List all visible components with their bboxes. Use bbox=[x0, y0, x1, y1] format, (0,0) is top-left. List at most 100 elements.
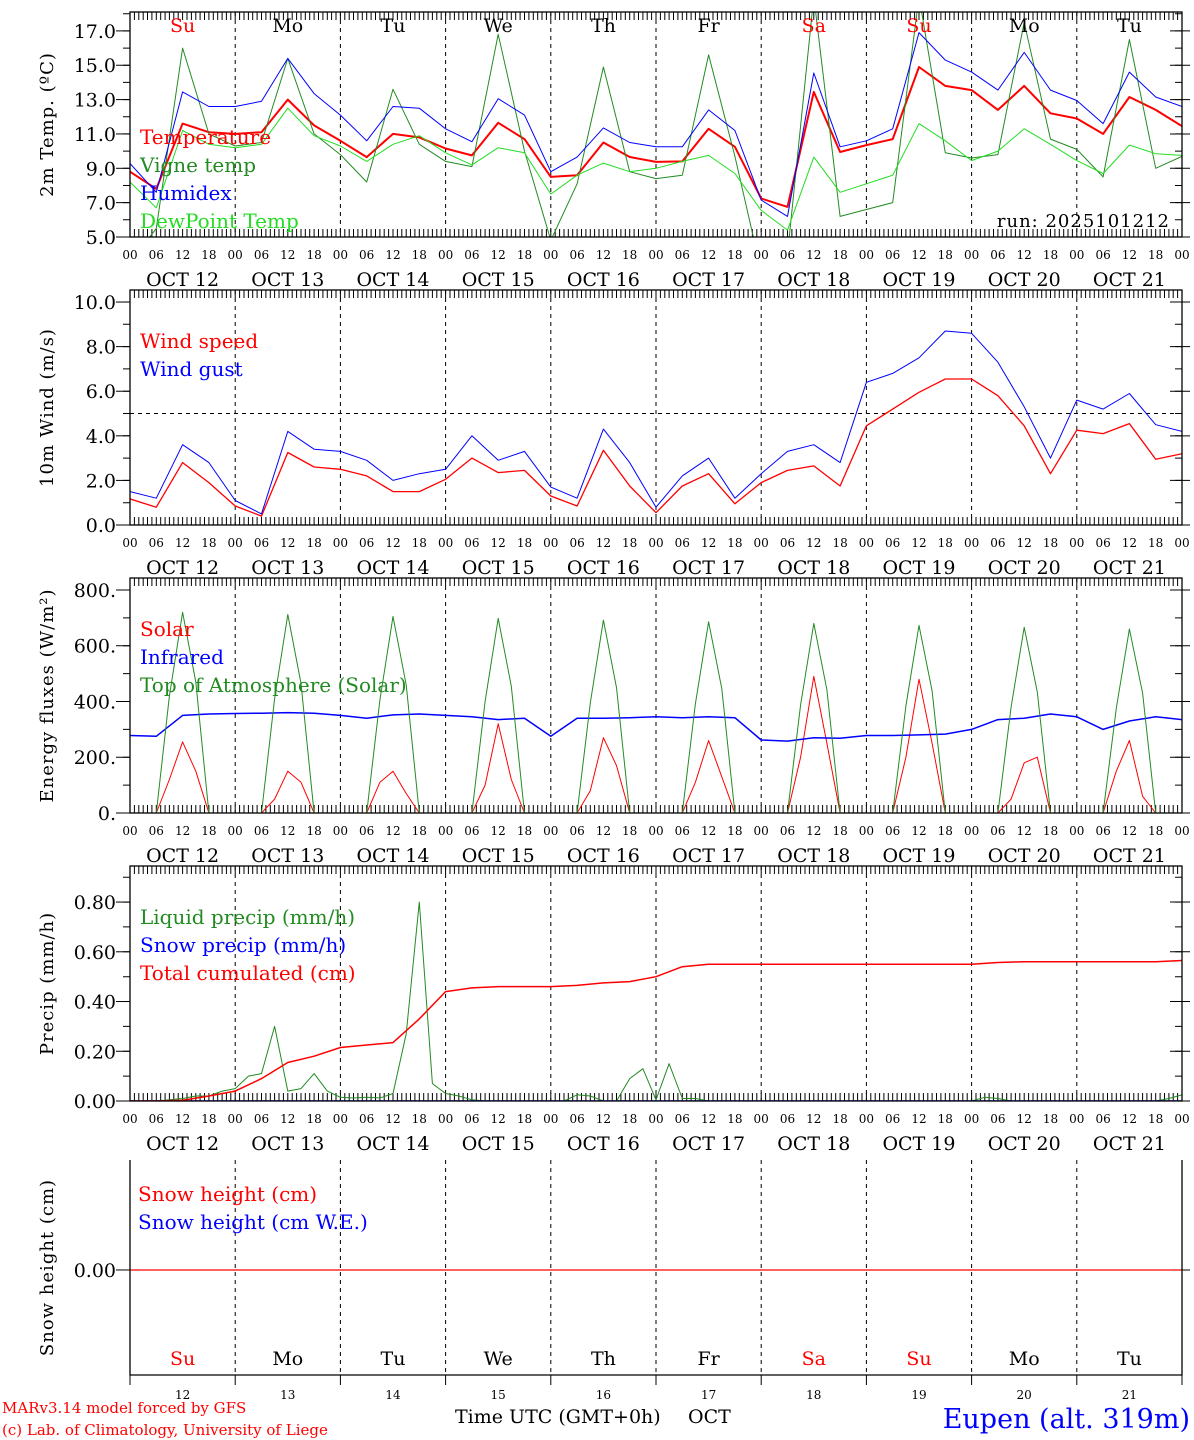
y-tick-label: 5.0 bbox=[86, 227, 116, 249]
date-label: OCT 16 bbox=[567, 269, 640, 291]
hour-label: 18 bbox=[832, 248, 847, 262]
date-label: OCT 20 bbox=[988, 1133, 1061, 1155]
hour-label: 12 bbox=[385, 1112, 400, 1126]
hour-label: 18 bbox=[727, 824, 742, 838]
hour-label: 18 bbox=[832, 1112, 847, 1126]
y-axis-label: Energy fluxes (W/m²) bbox=[37, 588, 58, 802]
hour-label: 00 bbox=[228, 536, 243, 550]
weekday-label: Tu bbox=[381, 15, 406, 37]
date-label: OCT 12 bbox=[146, 845, 219, 867]
hour-label: 06 bbox=[675, 536, 690, 550]
hour-label: 18 bbox=[622, 824, 637, 838]
hour-label: 18 bbox=[306, 1112, 321, 1126]
date-label: OCT 15 bbox=[462, 269, 535, 291]
hour-label: 18 bbox=[1043, 536, 1058, 550]
hour-label: 18 bbox=[306, 536, 321, 550]
lab-credit: (c) Lab. of Climatology, University of L… bbox=[2, 1421, 328, 1439]
hour-label: 00 bbox=[859, 824, 874, 838]
weekday-label: Su bbox=[906, 15, 931, 37]
hour-label: 06 bbox=[780, 536, 795, 550]
hour-label: 06 bbox=[359, 536, 374, 550]
hour-label: 00 bbox=[859, 536, 874, 550]
legend-entry: Solar bbox=[140, 617, 194, 641]
temperature-panel: 5.0 7.0 9.0 11.0 13.0 15.0 17.0 2m Temp. (ºC) 00… bbox=[37, 11, 1190, 291]
hour-label: 12 bbox=[385, 536, 400, 550]
hour-label: 06 bbox=[569, 536, 584, 550]
date-label: OCT 12 bbox=[146, 269, 219, 291]
hour-label: 18 bbox=[201, 248, 216, 262]
date-label: OCT 16 bbox=[567, 557, 640, 579]
hour-label: 00 bbox=[1174, 248, 1189, 262]
hour-label: 00 bbox=[648, 536, 663, 550]
hour-label: 06 bbox=[464, 536, 479, 550]
date-label: OCT 15 bbox=[462, 1133, 535, 1155]
hour-label: 18 bbox=[412, 824, 427, 838]
hour-label: 12 bbox=[385, 824, 400, 838]
hour-label: 12 bbox=[1017, 824, 1032, 838]
hour-label: 00 bbox=[122, 824, 137, 838]
hour-label: 18 bbox=[517, 1112, 532, 1126]
weekday-label: Sa bbox=[802, 1348, 826, 1370]
hour-label: 18 bbox=[1043, 1112, 1058, 1126]
date-label: OCT 18 bbox=[777, 845, 850, 867]
hour-label: 12 bbox=[911, 1112, 926, 1126]
date-label: OCT 12 bbox=[146, 557, 219, 579]
hour-label: 18 bbox=[938, 536, 953, 550]
hour-label: 12 bbox=[596, 1112, 611, 1126]
hour-label: 18 bbox=[201, 1112, 216, 1126]
plot-frame bbox=[129, 11, 1183, 238]
hour-label: 18 bbox=[306, 824, 321, 838]
hour-label: 12 bbox=[175, 248, 190, 262]
snow-panel: 0.00 Snow height (cm) Snow height (cm) Snow… bbox=[37, 1160, 1190, 1402]
date-label: OCT 19 bbox=[882, 269, 955, 291]
legend-entry: Wind speed bbox=[140, 329, 258, 353]
hour-label: 12 bbox=[911, 248, 926, 262]
hour-label: 00 bbox=[543, 536, 558, 550]
date-label: OCT 18 bbox=[777, 557, 850, 579]
hour-label: 18 bbox=[201, 824, 216, 838]
hour-label: 00 bbox=[754, 824, 769, 838]
day-number: 16 bbox=[596, 1388, 611, 1402]
day-number: 21 bbox=[1122, 1388, 1137, 1402]
date-label: OCT 20 bbox=[988, 557, 1061, 579]
y-tick-label: 0.80 bbox=[74, 892, 116, 914]
weekday-label: Tu bbox=[1117, 1348, 1142, 1370]
hour-label: 00 bbox=[438, 824, 453, 838]
y-tick-label: 0.0 bbox=[86, 515, 116, 537]
legend-entry: DewPoint Temp bbox=[140, 209, 299, 233]
hour-label: 18 bbox=[517, 824, 532, 838]
hour-label: 12 bbox=[175, 824, 190, 838]
day-number: 17 bbox=[701, 1388, 716, 1402]
hour-label: 00 bbox=[964, 536, 979, 550]
y-tick-label: 200. bbox=[74, 747, 116, 769]
hour-label: 00 bbox=[1069, 536, 1084, 550]
hour-label: 00 bbox=[333, 1112, 348, 1126]
hour-label: 00 bbox=[438, 248, 453, 262]
hour-label: 00 bbox=[1174, 1112, 1189, 1126]
hour-label: 12 bbox=[491, 248, 506, 262]
weekday-label: Mo bbox=[272, 1348, 303, 1370]
weekday-label: We bbox=[484, 15, 513, 37]
hour-label: 00 bbox=[438, 536, 453, 550]
weekday-label: Th bbox=[591, 1348, 616, 1370]
date-label: OCT 16 bbox=[567, 1133, 640, 1155]
precip-series-total-cumulated-cm bbox=[130, 959, 1182, 1101]
legend-entry: Temperature bbox=[140, 125, 271, 149]
hour-label: 00 bbox=[122, 536, 137, 550]
x-axis-month: OCT bbox=[688, 1406, 731, 1428]
hour-label: 18 bbox=[517, 248, 532, 262]
hour-label: 12 bbox=[701, 248, 716, 262]
hour-label: 06 bbox=[149, 824, 164, 838]
date-label: OCT 17 bbox=[672, 269, 745, 291]
date-label: OCT 13 bbox=[251, 1133, 324, 1155]
hour-label: 18 bbox=[412, 1112, 427, 1126]
y-tick-label: 800. bbox=[74, 580, 116, 602]
date-label: OCT 21 bbox=[1093, 1133, 1166, 1155]
weekday-label: Mo bbox=[272, 15, 303, 37]
date-label: OCT 12 bbox=[146, 1133, 219, 1155]
y-tick-label: 9.0 bbox=[86, 158, 116, 180]
hour-label: 00 bbox=[228, 248, 243, 262]
wind-series-wind-speed bbox=[130, 378, 1182, 517]
hour-label: 12 bbox=[1017, 536, 1032, 550]
